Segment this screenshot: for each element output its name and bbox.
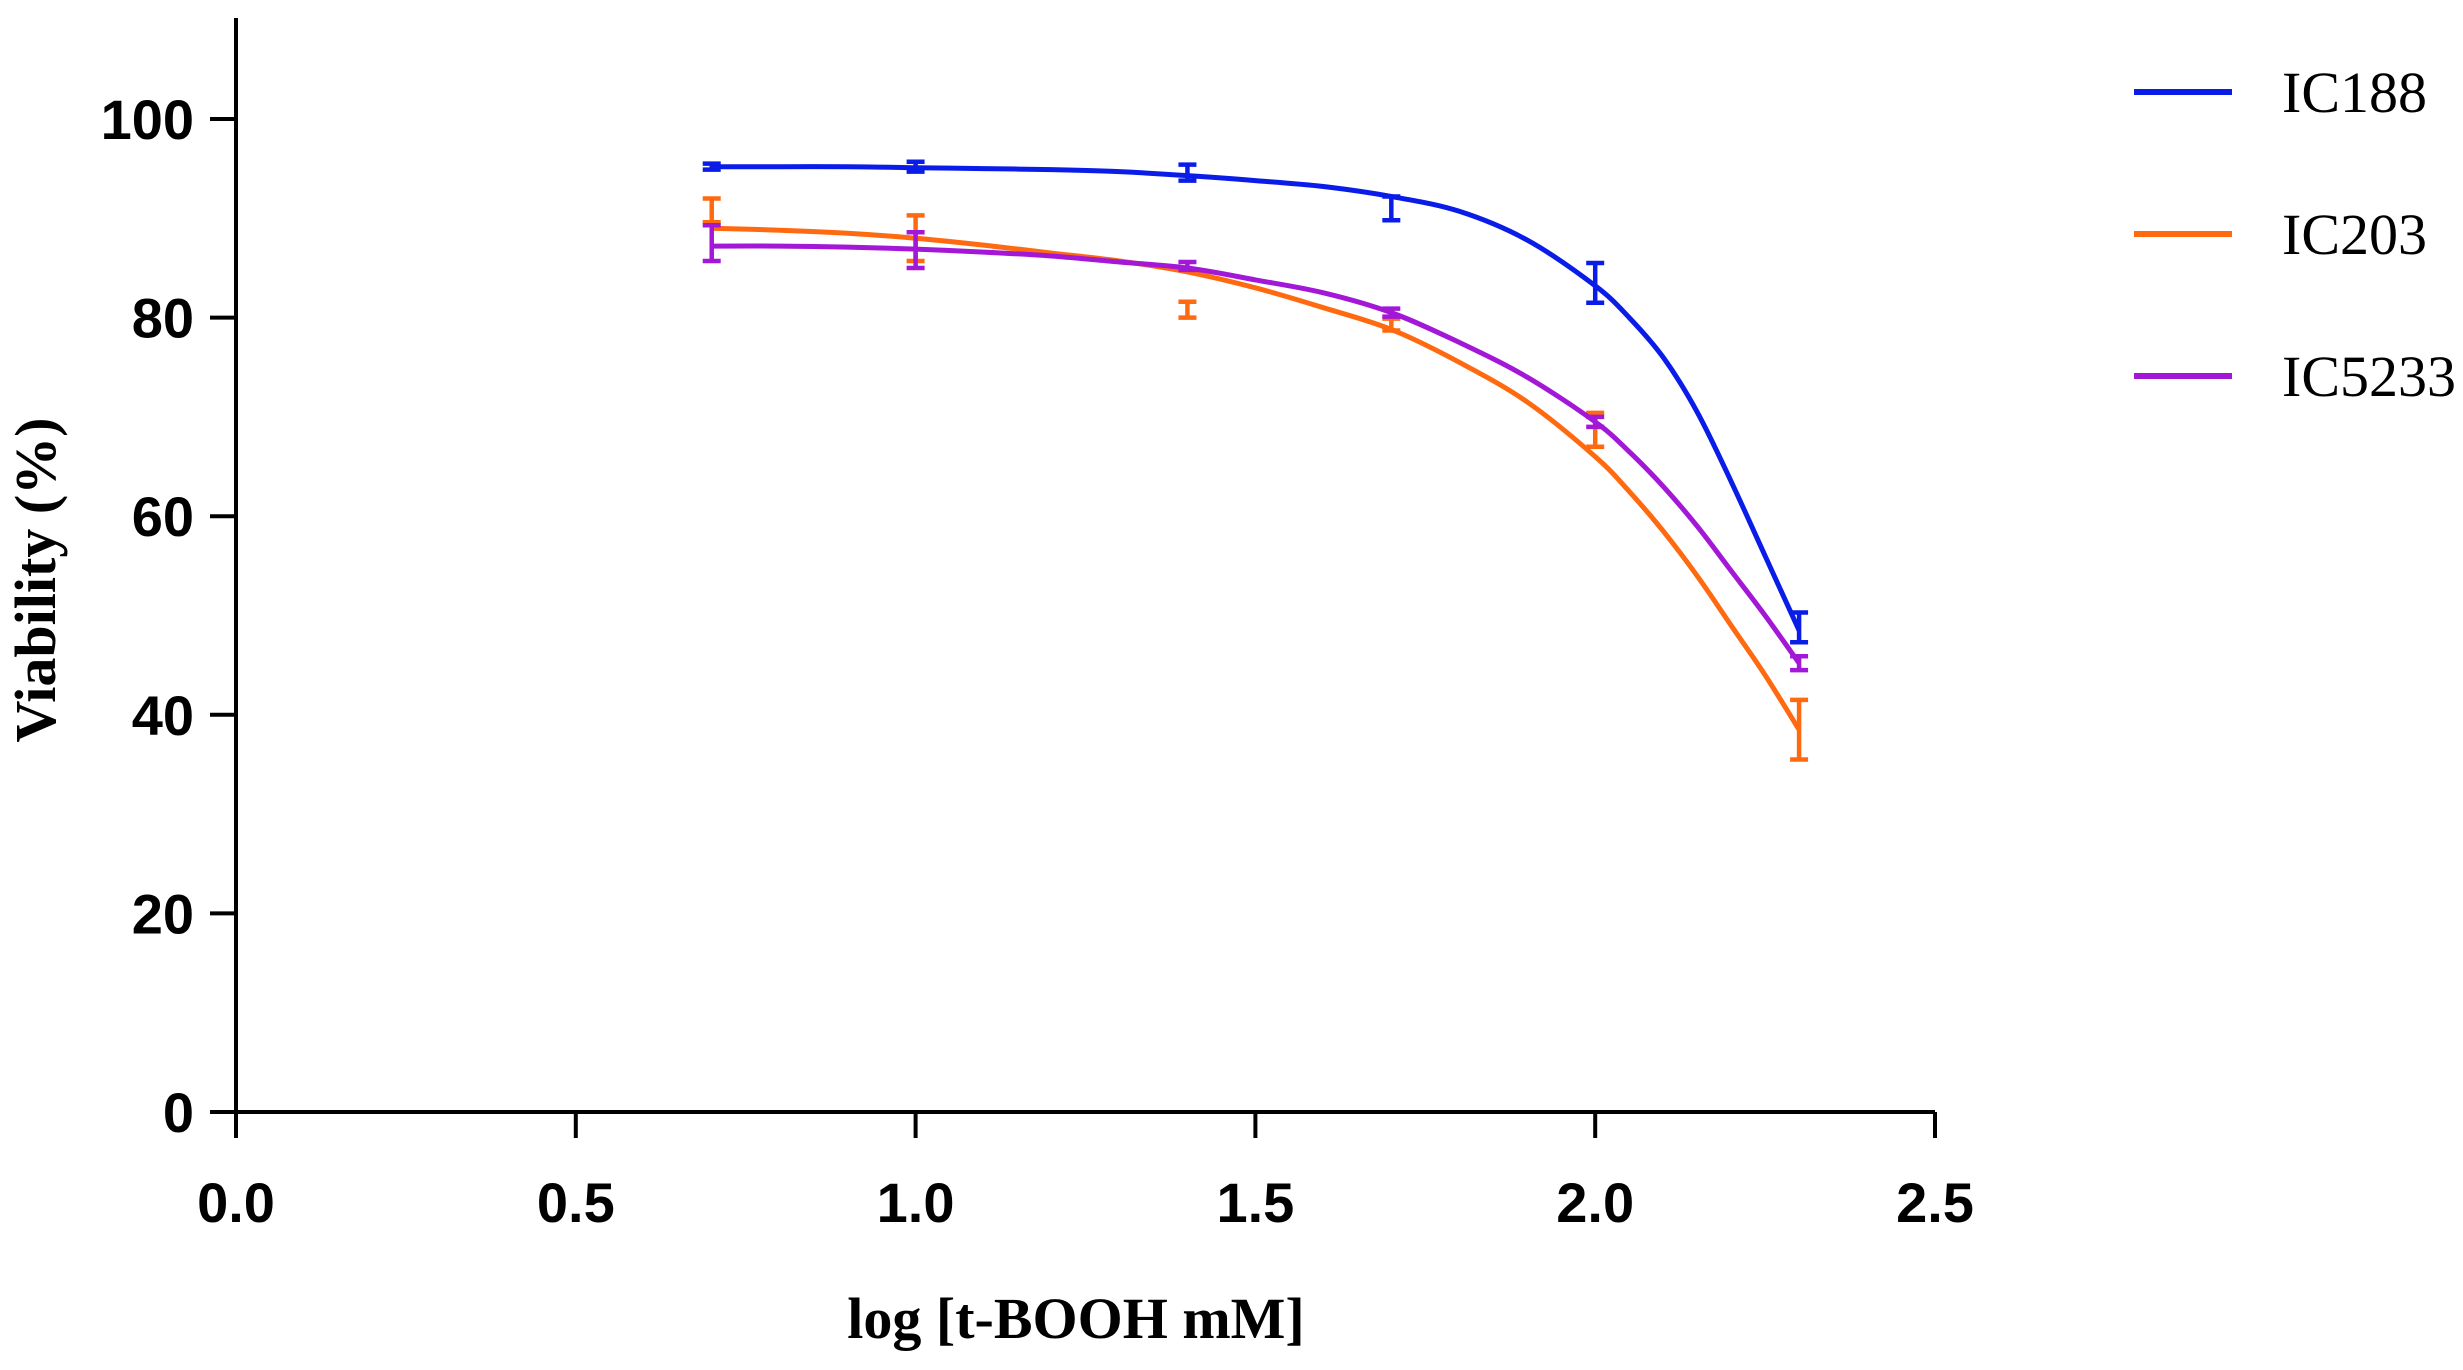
- error-bar-ic203: [1790, 697, 1809, 762]
- error-bar-ic5233: [1790, 653, 1809, 673]
- error-bar-ic188: [1382, 194, 1401, 223]
- x-tick-label: 0.0: [197, 1171, 275, 1234]
- legend-label-ic203: IC203: [2282, 202, 2427, 267]
- y-tick-label: 40: [132, 684, 194, 747]
- y-tick-label: 0: [163, 1081, 194, 1144]
- axes: [234, 18, 1935, 1114]
- error-bar-ic5233: [906, 229, 925, 271]
- legend-item-ic5233: IC5233: [2134, 344, 2456, 409]
- legend: IC188 IC203 IC5233: [2134, 60, 2456, 409]
- error-bar-ic5233: [702, 223, 721, 264]
- series-ic5233: [702, 223, 1809, 673]
- y-tick-label: 20: [132, 882, 194, 945]
- fit-line-ic203: [711, 225, 1802, 732]
- error-bar-ic203: [702, 196, 721, 225]
- legend-item-ic203: IC203: [2134, 202, 2427, 267]
- legend-label-ic188: IC188: [2282, 60, 2427, 125]
- y-tick-label: 80: [132, 287, 194, 350]
- y-tick-label: 100: [101, 88, 194, 151]
- series: [702, 159, 1809, 762]
- error-bar-ic188: [702, 161, 721, 172]
- error-bar-ic188: [1790, 610, 1809, 645]
- y-axis-title: Viability (%): [3, 418, 68, 743]
- x-tick-label: 1.0: [877, 1171, 955, 1234]
- y-tick-label: 60: [132, 485, 194, 548]
- error-bar-ic188: [1178, 162, 1197, 183]
- ticks: 0.0 0.5 1.0 1.5 2.0 2.5 0 20 40 60 80 100: [101, 88, 1974, 1234]
- x-tick-label: 2.0: [1556, 1171, 1634, 1234]
- x-tick-label: 0.5: [537, 1171, 615, 1234]
- series-ic188: [702, 159, 1809, 645]
- fit-line-ic5233: [711, 243, 1802, 665]
- legend-item-ic188: IC188: [2134, 60, 2427, 125]
- error-bar-ic5233: [1586, 414, 1605, 430]
- error-bar-ic5233: [1178, 259, 1197, 273]
- legend-label-ic5233: IC5233: [2282, 344, 2456, 409]
- x-tick-label: 2.5: [1896, 1171, 1974, 1234]
- fit-line-ic188: [711, 164, 1802, 632]
- error-bar-ic5233: [1382, 306, 1401, 319]
- error-bar-ic203: [1178, 299, 1197, 320]
- error-bar-ic188: [1586, 260, 1605, 305]
- x-axis-title: log [t-BOOH mM]: [847, 1286, 1304, 1351]
- x-tick-label: 1.5: [1216, 1171, 1294, 1234]
- error-bar-ic188: [906, 159, 925, 174]
- series-ic203: [702, 196, 1809, 762]
